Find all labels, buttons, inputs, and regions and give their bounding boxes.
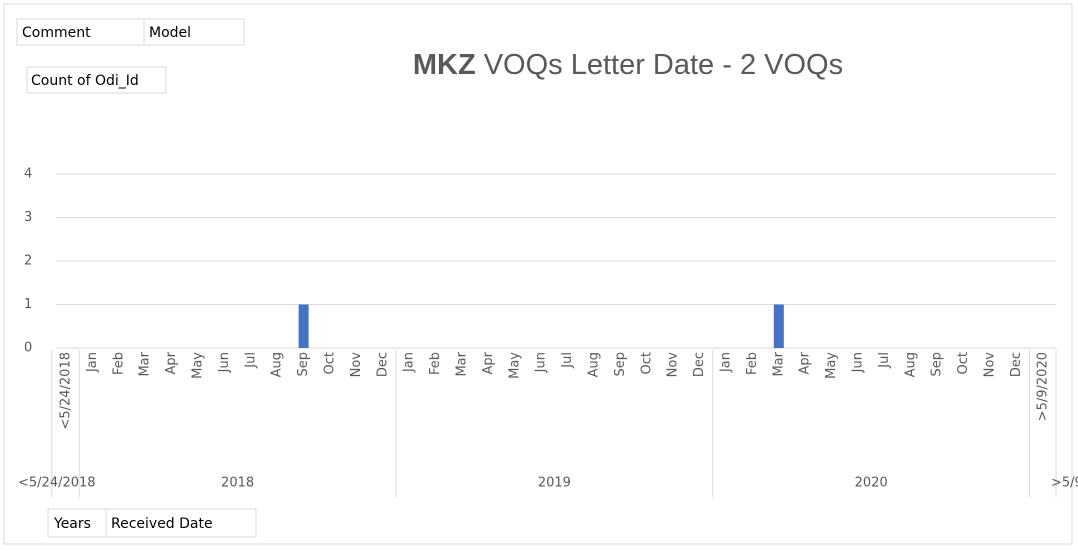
x-tick-label: Apr [798,351,813,374]
x-tick-label: Mar [771,351,786,376]
x-tick-label: Oct [956,352,971,374]
y-tick-label: 2 [24,254,32,269]
group-label: >5/9/2020 [1051,476,1078,491]
bar [298,304,309,348]
group-label: <5/24/2018 [18,476,96,491]
field-button[interactable] [105,508,257,538]
group-label: 2018 [221,476,254,491]
x-tick-label: Dec [1009,352,1024,377]
field-button-label: Years [53,516,91,532]
field-button[interactable] [143,18,245,46]
group-label: 2019 [538,476,571,491]
x-tick-label: Apr [164,351,179,374]
x-tick-label: May [824,352,839,379]
x-tick-label: <5/24/2018 [59,352,74,430]
x-tick-label: Nov [983,352,998,378]
x-tick-label: Nov [349,352,364,378]
x-tick-label: Mar [138,351,153,376]
x-tick-label: Jul [243,352,258,369]
x-tick-label: Feb [428,352,443,375]
x-tick-label: Jul [560,352,575,369]
y-tick-label: 1 [24,297,32,312]
y-tick-label: 4 [24,167,32,182]
x-tick-label: Sep [296,352,311,377]
x-tick-label: Jun [534,352,549,373]
chart-area [3,3,1073,545]
x-tick-label: Nov [666,352,681,378]
x-tick-label: Jun [217,352,232,373]
field-button[interactable] [47,508,107,538]
x-tick-label: Oct [323,352,338,374]
field-button-label: Received Date [111,516,213,532]
group-label: 2020 [855,476,888,491]
x-tick-label: May [191,352,206,379]
x-tick-label: Feb [111,352,126,375]
x-tick-label: Oct [639,352,654,374]
field-button-label: Comment [22,25,91,41]
x-tick-label: Apr [481,351,496,374]
field-button[interactable] [26,66,167,94]
x-tick-label: Aug [270,352,285,377]
x-tick-label: >5/9/2020 [1035,352,1050,421]
chart-title-text: VOQs Letter Date - 2 VOQs [484,49,843,81]
y-tick-label: 3 [24,210,32,225]
x-tick-label: May [507,352,522,379]
field-button-label: Count of Odi_Id [31,73,139,89]
x-tick-label: Dec [692,352,707,377]
x-tick-label: Aug [587,352,602,377]
x-tick-label: Feb [745,352,760,375]
chart-title-bold: MKZ [413,49,476,81]
x-tick-label: Sep [613,352,628,377]
x-tick-label: Mar [455,351,470,376]
x-tick-label: Jun [851,352,866,373]
x-tick-label: Jan [719,352,734,373]
x-tick-label: Jan [402,352,417,373]
x-tick-label: Aug [903,352,918,377]
field-button-label: Model [149,25,191,41]
bar [773,304,784,348]
y-tick-label: 0 [24,341,32,356]
chart-title: MKZ VOQs Letter Date - 2 VOQs [413,49,843,81]
x-tick-label: Dec [375,352,390,377]
x-tick-label: Sep [930,352,945,377]
x-tick-label: Jan [85,352,100,373]
field-button[interactable] [16,18,145,46]
x-tick-label: Jul [877,352,892,369]
